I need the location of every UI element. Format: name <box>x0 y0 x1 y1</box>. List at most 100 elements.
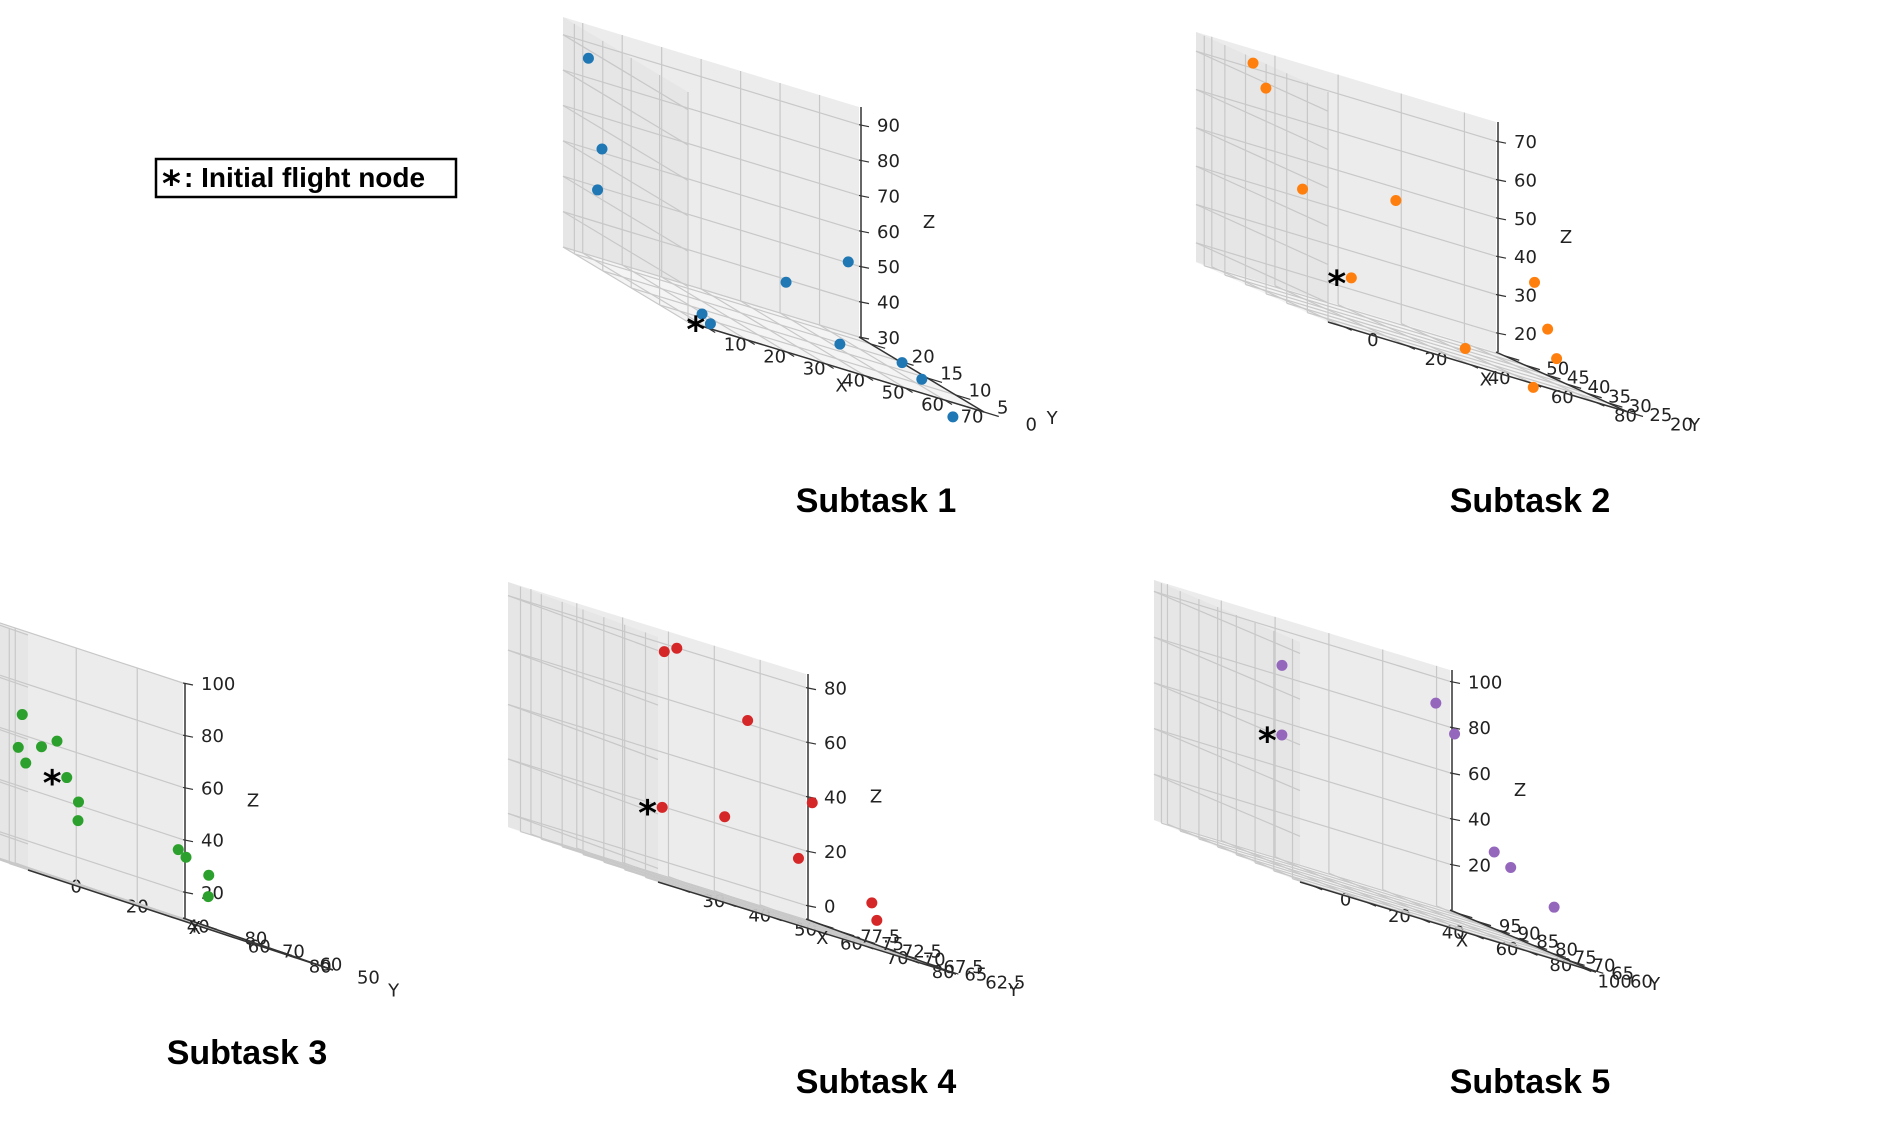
data-point <box>1390 195 1402 207</box>
gridline-x <box>582 252 709 329</box>
tick-label-y: 80 <box>1555 940 1578 961</box>
gridline-x <box>740 300 866 377</box>
tick-label-y: 70 <box>1593 956 1616 977</box>
gridline-y <box>1198 838 1496 930</box>
data-point <box>834 338 846 350</box>
tick-label-z: 60 <box>201 778 224 799</box>
tick-label-y: 60 <box>319 955 342 976</box>
gridline-y <box>602 270 899 362</box>
tick-label-z: 0 <box>824 896 835 917</box>
axis-label-y: Y <box>1007 980 1020 1001</box>
tick-label-y: 20 <box>1670 415 1693 436</box>
initial-node-marker: * <box>43 764 62 805</box>
data-point <box>203 869 215 881</box>
tick-label-y: 10 <box>969 381 992 402</box>
gridline-z <box>507 703 807 798</box>
tick-label-y: 67.5 <box>944 957 984 978</box>
data-point <box>1548 901 1560 913</box>
gridline-z <box>0 726 184 789</box>
data-point <box>1247 57 1259 69</box>
gridline-y <box>1204 265 1505 357</box>
data-point <box>12 741 24 753</box>
gridline-z <box>507 758 659 815</box>
legend-box <box>154 157 458 199</box>
tick-label-z: 80 <box>877 151 900 172</box>
tick-label-y: 85 <box>1536 932 1559 953</box>
tick-label-z: 80 <box>1468 718 1491 739</box>
tick-label-z: 100 <box>201 674 235 695</box>
axis-label-x: X <box>816 928 828 949</box>
tick-label-z: 60 <box>1514 171 1537 192</box>
data-point <box>20 757 32 769</box>
panel-title-subtask-2: Subtask 2 <box>1450 482 1611 520</box>
plot-subtask-5: 020406080100606570758085909520406080100X… <box>1153 580 1661 995</box>
gridline-z <box>562 140 689 217</box>
tick-label-x: 40 <box>1488 368 1511 389</box>
axis-label-y: Y <box>1688 415 1701 436</box>
gridline-z <box>1195 88 1497 181</box>
data-point <box>61 772 73 784</box>
tick-label-z: 20 <box>1514 324 1537 345</box>
gridline-x <box>700 288 827 365</box>
axis-line-x <box>657 881 957 975</box>
tick-label-x: 40 <box>842 371 865 392</box>
tick-label-z: 30 <box>1514 286 1537 307</box>
data-point <box>671 642 683 654</box>
gridline-z <box>507 595 807 689</box>
tick-label-x: 20 <box>763 347 786 368</box>
gridline-z <box>1153 590 1451 683</box>
axis-label-z: Z <box>1560 227 1572 248</box>
tick-label-x: 80 <box>309 956 332 977</box>
gridline-z <box>0 831 184 893</box>
axis-label-y: Y <box>1046 408 1059 429</box>
gridline-z <box>562 175 860 267</box>
gridline-z <box>1153 728 1301 792</box>
gridline-z <box>1153 773 1301 837</box>
gridline-z <box>1195 127 1497 219</box>
axis-line-x <box>1299 881 1597 973</box>
tick-label-z: 100 <box>1468 672 1502 693</box>
gridline-x <box>621 264 748 341</box>
data-point <box>947 411 959 423</box>
tick-label-y: 62.5 <box>985 972 1025 993</box>
gridline-y <box>1217 846 1514 938</box>
gridline-z <box>0 624 29 636</box>
tick-label-y: 25 <box>1649 405 1672 426</box>
data-point <box>202 891 214 903</box>
panel-title-subtask-1: Subtask 1 <box>796 482 957 520</box>
data-point <box>1276 659 1288 671</box>
gridline-z <box>562 34 860 126</box>
data-point <box>1459 342 1471 354</box>
tick-label-z: 30 <box>877 328 900 349</box>
tick-label-z: 50 <box>1514 209 1537 230</box>
tick-label-y: 15 <box>940 363 963 384</box>
data-point <box>1529 276 1541 288</box>
tick-label-y: 40 <box>1588 377 1611 398</box>
gridline-z <box>562 104 860 197</box>
gridline-z <box>1195 165 1329 227</box>
tick-label-z: 80 <box>824 679 847 700</box>
gridline-z <box>507 812 807 906</box>
tick-label-z: 20 <box>1468 855 1491 876</box>
gridline-y <box>1286 302 1587 394</box>
data-point <box>1527 381 1539 393</box>
tick-label-y: 50 <box>1546 358 1569 379</box>
gridline-y <box>631 287 928 379</box>
floor-pane-xy <box>563 247 984 412</box>
legend: * : Initial flight node <box>154 157 458 205</box>
plot-subtask-3: 0204060805060708020406080100XYZ* <box>0 622 400 1002</box>
axis-label-x: X <box>1456 930 1468 951</box>
gridline-y <box>1292 878 1589 970</box>
gridline-y <box>603 861 903 955</box>
gridline-z <box>1195 203 1329 266</box>
gridline-y <box>1307 312 1608 404</box>
tick-label-z: 40 <box>877 293 900 314</box>
side-pane-yz <box>1154 580 1300 882</box>
axis-line-x <box>1327 321 1629 413</box>
gridline-z <box>507 649 659 706</box>
gridline-z <box>562 69 689 146</box>
gridline-z <box>0 833 29 845</box>
data-point <box>806 797 818 809</box>
data-point <box>172 844 184 856</box>
